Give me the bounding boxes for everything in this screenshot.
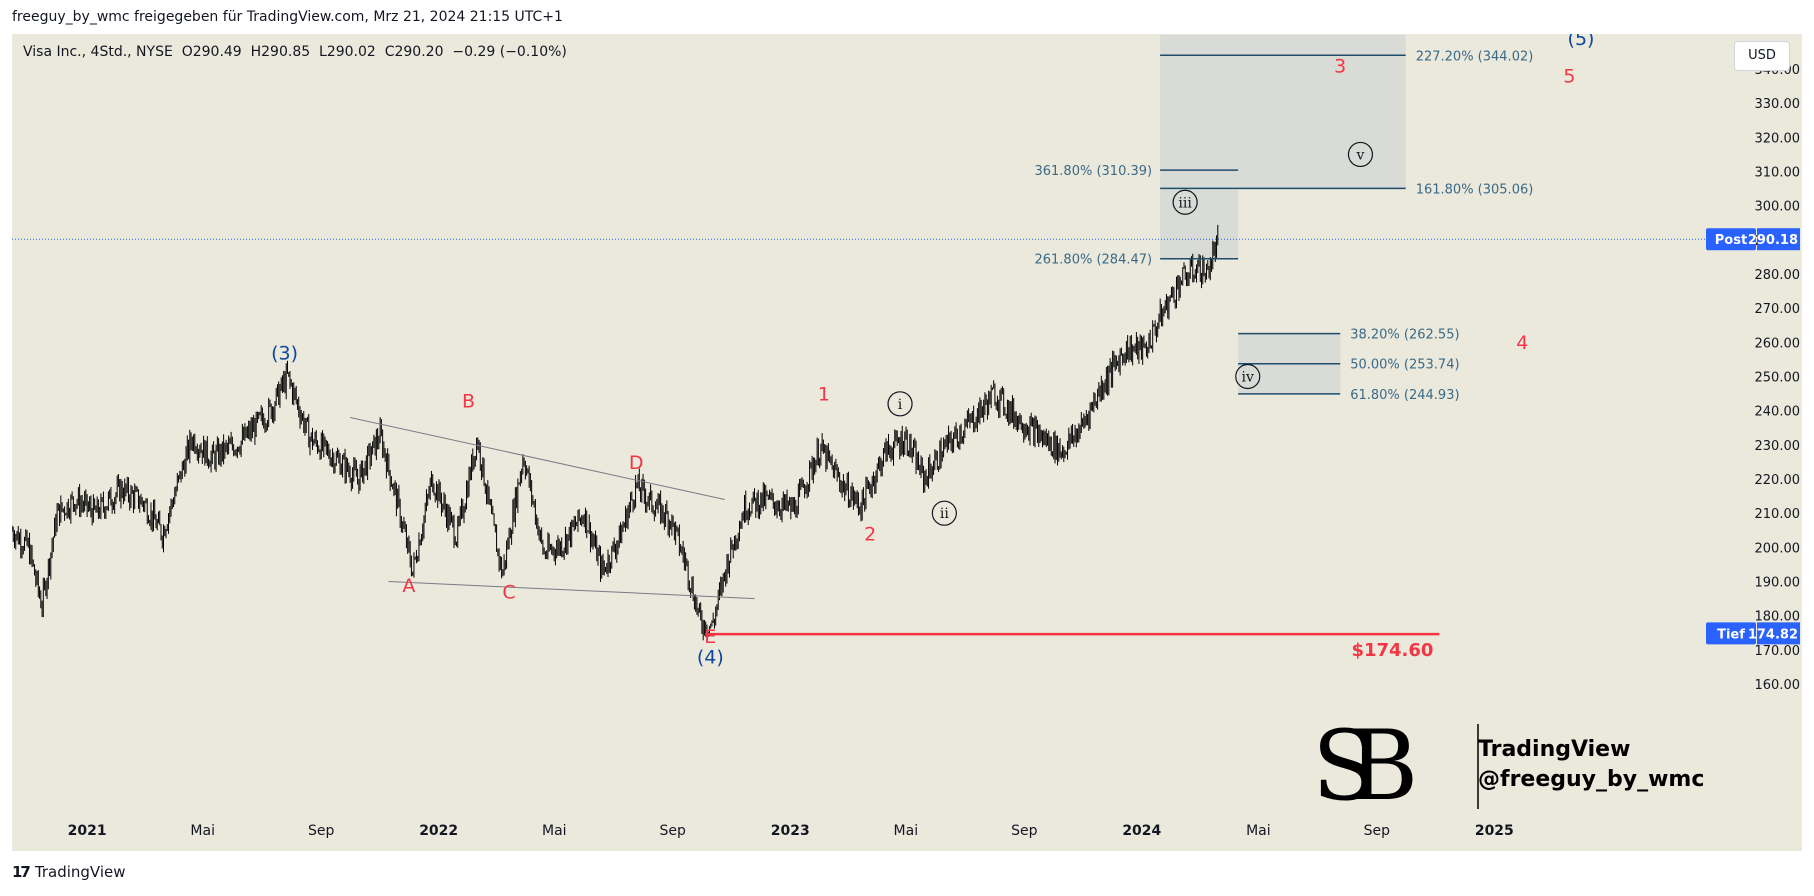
fib-zone-upper-right [1238, 34, 1406, 189]
sub-wave-circle [1347, 141, 1374, 168]
sub-wave-circle [887, 391, 913, 417]
fib-level-label: 61.80% (244.93) [1350, 388, 1459, 403]
price-chart[interactable]: 227.20% (344.02)161.80% (305.06)361.80% … [12, 34, 1802, 851]
x-axis-tick-label: Mai [542, 823, 567, 839]
y-axis-tick-label: 270.00 [1755, 302, 1801, 317]
fib-level-label: 50.00% (253.74) [1350, 358, 1459, 373]
low-price-tag-value: 174.82 [1748, 627, 1798, 642]
x-axis-tick-label: 2021 [68, 823, 107, 839]
y-axis-tick-label: 280.00 [1755, 268, 1801, 283]
wave-label: 1 [818, 383, 830, 405]
sub-wave-label: i [898, 397, 903, 413]
y-axis-tick-label: 230.00 [1755, 439, 1801, 454]
sub-wave-label: iv [1242, 370, 1254, 386]
fib-level-label: 227.20% (344.02) [1416, 49, 1534, 64]
candlestick-series [12, 224, 1219, 641]
y-axis-tick-label: 180.00 [1755, 610, 1801, 625]
y-axis-tick-label: 250.00 [1755, 371, 1801, 386]
sub-wave-label: iii [1178, 195, 1192, 211]
wave-label: A [402, 575, 415, 597]
sub-wave-label: v [1355, 147, 1364, 163]
y-axis-tick-label: 300.00 [1755, 200, 1801, 215]
watermark-monogram: SB [1312, 710, 1413, 822]
x-axis-tick-label: Sep [308, 823, 335, 839]
fib-level-label: 361.80% (310.39) [1034, 164, 1152, 179]
y-axis-tick-label: 260.00 [1755, 336, 1801, 351]
wave-label: (4) [697, 647, 724, 669]
y-axis-tick-label: 210.00 [1755, 507, 1801, 522]
chart-pane[interactable]: 227.20% (344.02) 161.80% (305.06) 361.80% … [12, 34, 1802, 851]
x-axis-tick-label: 2024 [1122, 823, 1161, 839]
y-axis-tick-label: 240.00 [1755, 405, 1801, 420]
low-line-label: $174.60 [1351, 640, 1433, 661]
post-price-tag-value: 290.18 [1748, 233, 1798, 248]
published-header: freeguy_by_wmc freigegeben für TradingVi… [12, 9, 563, 25]
low-price-tag-label-bg [1706, 622, 1756, 645]
wave-label: C [502, 582, 515, 604]
watermark-handle: @freeguy_by_wmc [1478, 767, 1705, 792]
y-axis-tick-label: 170.00 [1755, 644, 1801, 659]
x-axis-tick-label: Mai [190, 823, 215, 839]
y-axis-tick-label: 220.00 [1755, 473, 1801, 488]
y-axis-tick-label: 330.00 [1755, 97, 1801, 112]
footer-brand-label: TradingView [34, 863, 126, 881]
y-axis-tick-label: 160.00 [1755, 678, 1801, 693]
x-axis-tick-label: 2022 [419, 823, 458, 839]
sub-wave-label: ii [940, 506, 949, 522]
wave-label: B [462, 390, 475, 412]
currency-button[interactable]: USD [1734, 41, 1790, 71]
x-axis-tick-label: Mai [894, 823, 919, 839]
tradingview-logo-icon: 17 [12, 863, 31, 881]
watermark-text: TradingView @freeguy_by_wmc [1478, 735, 1704, 795]
wave-label: 2 [864, 524, 876, 546]
sub-wave-circle [931, 500, 957, 526]
watermark-title: TradingView [1478, 737, 1631, 762]
wave-label: D [629, 452, 644, 474]
wave-label: (5) [1568, 34, 1595, 50]
fib-level-label: 161.80% (305.06) [1416, 182, 1534, 197]
y-axis-tick-label: 190.00 [1755, 576, 1801, 591]
wave-label: E [704, 626, 716, 648]
low-price-tag-label: Tief [1717, 627, 1745, 642]
wave-label: 5 [1563, 66, 1575, 88]
x-axis-tick-label: Sep [1011, 823, 1038, 839]
post-price-tag-label-bg [1706, 228, 1756, 251]
wave-label: 3 [1334, 55, 1346, 77]
x-axis-tick-label: 2025 [1475, 823, 1514, 839]
x-axis-tick-label: 2023 [771, 823, 810, 839]
triangle-trendline-1 [388, 581, 755, 600]
low-price-tag-value-bg [1757, 622, 1800, 645]
sub-wave-circle [1172, 189, 1198, 215]
post-price-tag-value-bg [1757, 228, 1800, 251]
x-axis-tick-label: Sep [660, 823, 687, 839]
fib-level-label: 261.80% (284.47) [1034, 253, 1152, 268]
wave-label: (3) [271, 342, 298, 364]
fib-level-label: 38.20% (262.55) [1350, 328, 1459, 343]
x-axis-tick-label: Sep [1364, 823, 1391, 839]
triangle-trendline-0 [349, 417, 725, 500]
symbol-ohlc-legend: Visa Inc., 4Std., NYSE O290.49 H290.85 L… [23, 44, 567, 60]
y-axis-tick-label: 320.00 [1755, 131, 1801, 146]
x-axis-tick-label: Mai [1246, 823, 1271, 839]
y-axis-tick-label: 200.00 [1755, 541, 1801, 556]
y-axis-tick-label: 310.00 [1755, 166, 1801, 181]
wave-label: 4 [1516, 332, 1528, 354]
footer-brand[interactable]: 17 TradingView [12, 863, 126, 881]
fib-zone-upper [1160, 34, 1239, 259]
post-price-tag-label: Post [1715, 233, 1747, 248]
sub-wave-circle [1235, 363, 1261, 390]
